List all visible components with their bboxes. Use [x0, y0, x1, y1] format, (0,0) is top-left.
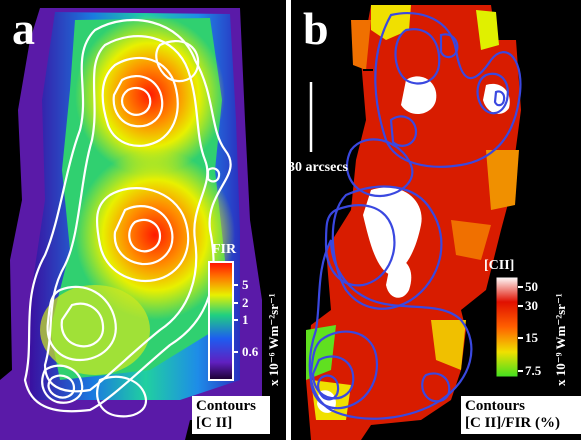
cii-colorbar-title: [CII]	[484, 258, 515, 273]
panel-a-contour-label-line1: Contours	[196, 398, 257, 414]
fir-tick-5: 5	[242, 277, 249, 292]
fir-tick-0-6: 0.6	[242, 344, 259, 359]
fir-tick-1: 1	[242, 312, 249, 327]
panel-b: b 30 arcsecs [CII] 50 30 15 7.5 x 10⁻⁹ W…	[291, 0, 581, 440]
panel-b-contour-label-line2: [C II]/FIR (%)	[465, 415, 560, 431]
panel-divider	[286, 0, 291, 440]
cii-tick-30: 30	[525, 298, 538, 313]
panel-a-contour-label: Contours [C II]	[192, 396, 270, 434]
cii-colorbar-unit: x 10⁻⁹ Wm⁻²sr⁻¹	[553, 293, 568, 386]
panel-b-contour-label-line1: Contours	[465, 398, 526, 414]
cii-map-image	[306, 5, 523, 440]
cii-tick-50: 50	[525, 279, 538, 294]
fir-colorbar	[208, 261, 234, 381]
panel-b-letter: b	[303, 3, 329, 54]
cii-colorbar	[495, 276, 519, 378]
panel-a-letter: a	[12, 3, 35, 54]
panel-a-contour-label-line2: [C II]	[196, 415, 233, 431]
cii-tick-15: 15	[525, 330, 538, 345]
fir-map-image	[0, 8, 262, 440]
cii-tick-7-5: 7.5	[525, 363, 542, 378]
fir-colorbar-title: FIR	[212, 242, 237, 257]
fir-colorbar-unit: x 10⁻⁶ Wm⁻²sr⁻¹	[266, 293, 281, 386]
cii-contours	[23, 18, 232, 418]
fir-tick-2: 2	[242, 295, 249, 310]
panel-a: a FIR 5 2 1 0.6 x 10⁻⁶ Wm⁻²sr⁻¹ Contours…	[0, 0, 286, 440]
panel-b-contour-label: Contours [C II]/FIR (%)	[461, 396, 581, 434]
ratio-contours	[308, 11, 522, 420]
scale-bar-label: 30 arcsecs	[291, 160, 348, 175]
